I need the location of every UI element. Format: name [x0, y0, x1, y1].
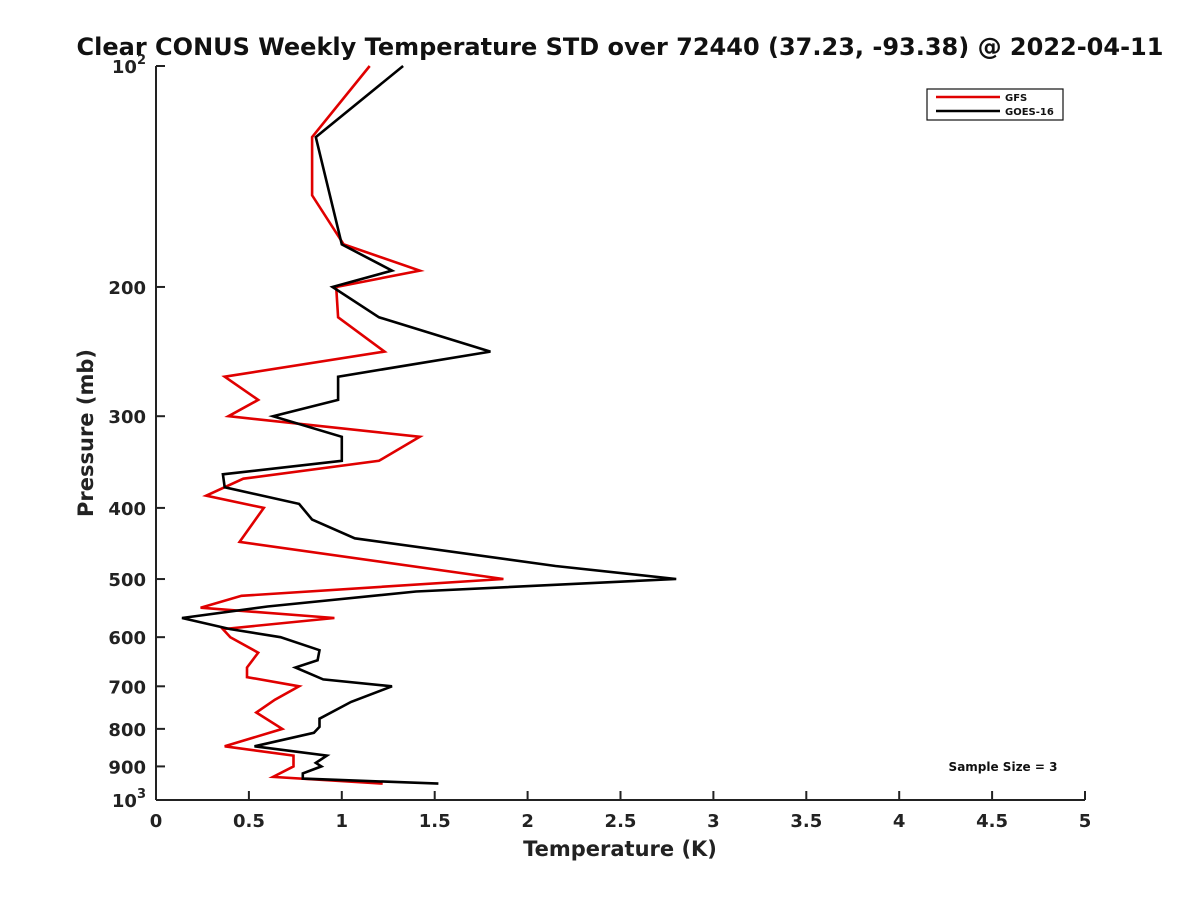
x-tick-label: 3	[707, 811, 720, 832]
sample-size-annotation: Sample Size = 3	[949, 760, 1058, 774]
y-tick-label: 102	[112, 53, 146, 78]
y-tick-label: 103	[112, 787, 146, 812]
y-tick-label: 300	[108, 407, 146, 428]
x-tick-label: 2	[521, 811, 534, 832]
x-tick-label: 5	[1079, 811, 1092, 832]
y-tick-label: 600	[108, 628, 146, 649]
x-tick-label: 4	[893, 811, 906, 832]
series-line-gfs	[200, 65, 504, 785]
series-line-goes16	[181, 64, 677, 785]
x-axis-ticks: 0 0.5 1 1.5 2 2.5 3 3.5 4 4.5 5	[150, 791, 1092, 832]
x-tick-label: 1	[336, 811, 349, 832]
chart-title: Clear CONUS Weekly Temperature STD over …	[77, 33, 1164, 61]
legend-label-goes16: GOES-16	[1005, 107, 1054, 118]
legend-box	[926, 88, 1064, 121]
y-tick-label: 400	[108, 499, 146, 520]
x-tick-label: 0.5	[233, 811, 265, 832]
x-axis-label: Temperature (K)	[523, 837, 717, 861]
x-tick-label: 3.5	[790, 811, 822, 832]
y-tick-label: 800	[108, 720, 146, 741]
x-tick-label: 4.5	[976, 811, 1008, 832]
x-tick-label: 1.5	[419, 811, 451, 832]
y-tick-label: 200	[108, 278, 146, 299]
legend: GFS GOES-16	[926, 88, 1064, 121]
plot-area: 102 200 300 400 500 600 700 800 900 103 0 0.5 1 1.5 2…	[108, 53, 1091, 832]
y-tick-label: 500	[108, 570, 146, 591]
series-layer	[181, 64, 677, 785]
x-tick-label: 0	[150, 811, 163, 832]
x-tick-label: 2.5	[605, 811, 637, 832]
y-axis-ticks: 102 200 300 400 500 600 700 800 900 103	[108, 53, 165, 812]
legend-label-gfs: GFS	[1005, 93, 1027, 104]
y-axis-label: Pressure (mb)	[74, 349, 98, 517]
y-tick-label: 900	[108, 757, 146, 778]
y-tick-label: 700	[108, 677, 146, 698]
